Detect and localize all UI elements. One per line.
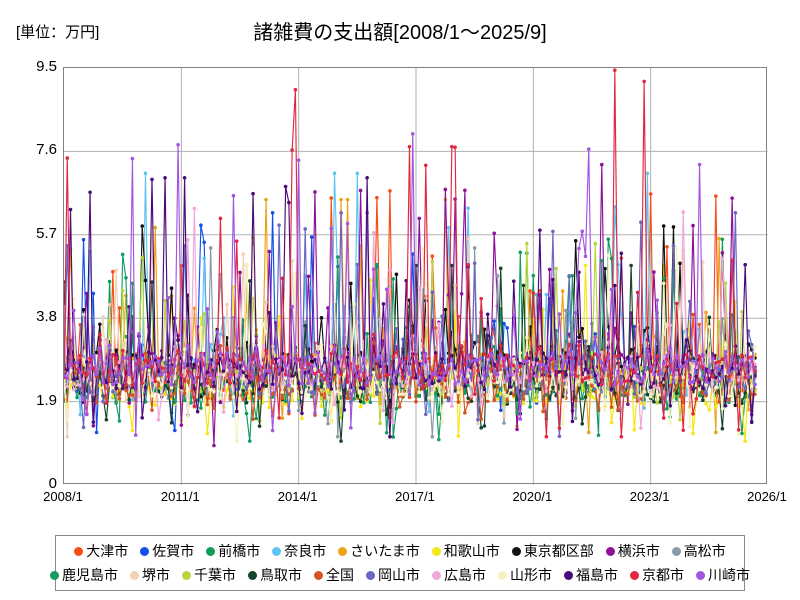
legend-item-label: 京都市 bbox=[642, 567, 684, 583]
legend-item[interactable]: 鹿児島市 bbox=[50, 568, 118, 582]
y-tick-label: 9.5 bbox=[36, 58, 57, 75]
legend-item[interactable]: 岡山市 bbox=[366, 568, 420, 582]
legend-item[interactable]: 佐賀市 bbox=[140, 544, 194, 558]
legend-marker-icon bbox=[74, 546, 84, 556]
legend-item[interactable]: 横浜市 bbox=[605, 543, 660, 559]
x-tick-label: 2008/1 bbox=[43, 489, 83, 504]
x-tick-label: 2011/1 bbox=[160, 489, 200, 504]
y-axis-tick-labels: 0 1.9 3.8 5.7 7.6 9.5 bbox=[0, 0, 57, 600]
y-tick-label: 0 bbox=[48, 475, 57, 492]
series-20 bbox=[64, 132, 757, 437]
legend-item[interactable]: さいたま市 bbox=[338, 544, 420, 558]
legend-item[interactable]: 大津市 bbox=[74, 544, 128, 558]
legend-item-label: 奈良市 bbox=[284, 543, 327, 559]
legend-item-label: 横浜市 bbox=[617, 543, 660, 559]
legend-item[interactable]: 前橋市 bbox=[206, 544, 260, 558]
legend-marker-icon bbox=[431, 546, 441, 556]
legend-marker-icon bbox=[130, 570, 139, 580]
series-plot bbox=[64, 68, 768, 485]
x-tick-label: 2026/1 bbox=[747, 489, 787, 504]
legend-item-label: 広島市 bbox=[444, 567, 486, 583]
y-tick-label: 5.7 bbox=[36, 224, 57, 242]
legend-item-label: 全国 bbox=[326, 567, 354, 583]
legend-item-label: 岡山市 bbox=[378, 567, 420, 583]
legend-item[interactable]: 川崎市 bbox=[696, 568, 750, 582]
legend-item[interactable]: 千葉市 bbox=[182, 568, 236, 582]
legend-item-label: 和歌山市 bbox=[443, 543, 500, 559]
legend-item-label: 山形市 bbox=[510, 567, 552, 583]
legend-item-label: 千葉市 bbox=[194, 567, 236, 583]
legend-item-label: 東京都区部 bbox=[523, 543, 594, 559]
legend-marker-icon bbox=[696, 570, 705, 580]
legend-marker-icon bbox=[182, 570, 191, 580]
legend-marker-icon bbox=[498, 570, 507, 580]
x-tick-label: 2017/1 bbox=[395, 489, 435, 504]
unit-label: [単位：万円] bbox=[16, 24, 100, 41]
legend-marker-icon bbox=[338, 546, 348, 556]
legend-item[interactable]: 広島市 bbox=[432, 568, 486, 582]
y-tick-label: 3.8 bbox=[36, 308, 57, 326]
legend-item[interactable]: 山形市 bbox=[498, 568, 552, 582]
legend-marker-icon bbox=[511, 546, 521, 556]
legend-marker-icon bbox=[366, 570, 375, 580]
legend-item-label: 堺市 bbox=[142, 567, 170, 583]
legend-item[interactable]: 和歌山市 bbox=[431, 543, 500, 559]
legend-item[interactable]: 全国 bbox=[314, 568, 354, 582]
plot-area bbox=[63, 67, 768, 485]
y-tick-label: 1.9 bbox=[36, 391, 57, 409]
legend-marker-icon bbox=[630, 570, 639, 580]
legend-marker-icon bbox=[140, 546, 150, 556]
legend-row: 大津市 佐賀市 前橋市 奈良市 さいたま市 和歌山市 東京都区部 横浜市 高松市 bbox=[56, 539, 744, 563]
legend-item-label: 鳥取市 bbox=[260, 567, 302, 583]
legend-item[interactable]: 京都市 bbox=[630, 568, 684, 582]
legend-marker-icon bbox=[206, 546, 216, 556]
legend-item-label: 福島市 bbox=[576, 567, 618, 583]
legend-marker-icon bbox=[248, 570, 257, 580]
legend-item-label: 佐賀市 bbox=[152, 543, 195, 559]
legend-marker-icon bbox=[671, 546, 681, 556]
legend-item[interactable]: 奈良市 bbox=[272, 544, 326, 558]
chart-legend: 大津市 佐賀市 前橋市 奈良市 さいたま市 和歌山市 東京都区部 横浜市 高松市鹿児島市 堺市 千葉… bbox=[50, 535, 750, 591]
legend-marker-icon bbox=[432, 570, 441, 580]
x-tick-label: 2023/1 bbox=[629, 489, 670, 504]
legend-item-label: さいたま市 bbox=[350, 543, 420, 559]
legend-item-label: 前橋市 bbox=[218, 543, 261, 559]
legend-item-label: 高松市 bbox=[683, 543, 726, 559]
legend-item[interactable]: 高松市 bbox=[671, 543, 726, 559]
legend-item[interactable]: 鳥取市 bbox=[248, 568, 302, 582]
legend-marker-icon bbox=[50, 570, 59, 580]
x-tick-label: 2014/1 bbox=[277, 489, 318, 504]
chart-title: 諸雑費の支出額[2008/1〜2025/9] bbox=[253, 22, 547, 44]
legend-row: 鹿児島市 堺市 千葉市 鳥取市 全国 岡山市 広島市 山形市 福島市 京都市 川崎市 bbox=[50, 563, 750, 587]
legend-item[interactable]: 東京都区部 bbox=[511, 543, 594, 559]
legend-marker-icon bbox=[605, 546, 615, 556]
y-tick-label: 7.6 bbox=[36, 141, 57, 159]
legend-item[interactable]: 福島市 bbox=[564, 568, 618, 582]
legend-item-label: 大津市 bbox=[86, 543, 129, 559]
legend-item-label: 川崎市 bbox=[708, 567, 750, 583]
legend-item-label: 鹿児島市 bbox=[62, 567, 118, 583]
x-tick-label: 2020/1 bbox=[512, 489, 553, 504]
legend-marker-icon bbox=[314, 570, 323, 580]
legend-marker-icon bbox=[272, 546, 282, 556]
legend-marker-icon bbox=[564, 570, 573, 580]
legend-item[interactable]: 堺市 bbox=[130, 568, 170, 582]
